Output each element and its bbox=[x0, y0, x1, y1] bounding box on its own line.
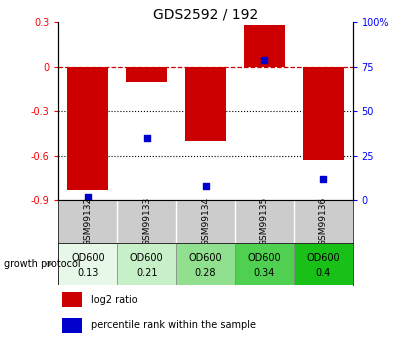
Text: 0.34: 0.34 bbox=[253, 268, 275, 278]
Text: OD600: OD600 bbox=[306, 253, 340, 263]
Bar bbox=[58, 243, 117, 285]
Text: GSM99134: GSM99134 bbox=[201, 197, 210, 246]
Point bbox=[143, 135, 150, 141]
Point bbox=[261, 57, 268, 62]
Text: GSM99136: GSM99136 bbox=[319, 197, 328, 246]
Bar bbox=[117, 243, 176, 285]
Bar bbox=[303, 67, 344, 160]
Text: growth protocol: growth protocol bbox=[4, 259, 81, 269]
Bar bbox=[294, 243, 353, 285]
Text: GSM99133: GSM99133 bbox=[142, 197, 151, 246]
Title: GDS2592 / 192: GDS2592 / 192 bbox=[153, 7, 258, 21]
Bar bbox=[62, 318, 82, 333]
Point bbox=[320, 176, 326, 181]
Text: OD600: OD600 bbox=[71, 253, 105, 263]
Text: OD600: OD600 bbox=[247, 253, 281, 263]
Text: percentile rank within the sample: percentile rank within the sample bbox=[91, 320, 256, 330]
Text: 0.21: 0.21 bbox=[136, 268, 158, 278]
Bar bbox=[126, 67, 167, 82]
Point bbox=[85, 194, 91, 199]
Point bbox=[202, 183, 209, 189]
Text: OD600: OD600 bbox=[130, 253, 164, 263]
Bar bbox=[176, 243, 235, 285]
Text: 0.4: 0.4 bbox=[316, 268, 331, 278]
Bar bbox=[67, 67, 108, 190]
Text: GSM99135: GSM99135 bbox=[260, 197, 269, 246]
Text: 0.13: 0.13 bbox=[77, 268, 99, 278]
Text: OD600: OD600 bbox=[189, 253, 222, 263]
Bar bbox=[244, 26, 285, 67]
Text: GSM99132: GSM99132 bbox=[83, 197, 92, 246]
Text: 0.28: 0.28 bbox=[195, 268, 216, 278]
Bar bbox=[235, 243, 294, 285]
Bar bbox=[185, 67, 226, 141]
Text: log2 ratio: log2 ratio bbox=[91, 295, 138, 305]
Bar bbox=[62, 292, 82, 307]
